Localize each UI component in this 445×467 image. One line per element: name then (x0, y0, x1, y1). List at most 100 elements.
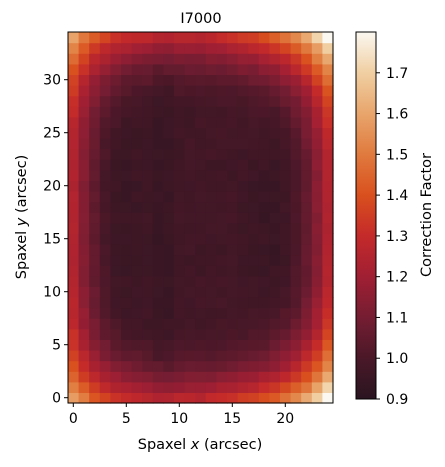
heatmap-cell (121, 392, 133, 404)
heatmap-cell (322, 74, 334, 86)
x-axis-label: Spaxel x (arcsec) (138, 437, 262, 453)
heatmap-cell (258, 106, 270, 118)
heatmap-cell (152, 201, 164, 213)
heatmap-cell (131, 180, 143, 192)
heatmap-cell (322, 381, 334, 393)
heatmap-cell (184, 74, 196, 86)
heatmap-cell (301, 286, 313, 298)
heatmap-cell (163, 233, 175, 245)
heatmap-cell (89, 222, 101, 234)
heatmap-cell (216, 95, 228, 107)
heatmap-cell (89, 244, 101, 256)
heatmap-cell (184, 222, 196, 234)
heatmap-cell (142, 339, 154, 351)
heatmap-cell (216, 42, 228, 54)
heatmap-cell (301, 180, 313, 192)
heatmap-cell (121, 63, 133, 75)
heatmap-cell (216, 159, 228, 171)
heatmap-cell (152, 244, 164, 256)
heatmap-cell (142, 265, 154, 277)
heatmap-cell (110, 328, 122, 340)
heatmap-cell (152, 350, 164, 362)
heatmap-cell (301, 381, 313, 393)
heatmap-cell (280, 392, 292, 404)
heatmap-cell (205, 318, 217, 330)
heatmap-cell (99, 328, 111, 340)
heatmap-cell (163, 275, 175, 287)
heatmap-cell (89, 307, 101, 319)
heatmap-cell (311, 350, 323, 362)
heatmap-cell (110, 116, 122, 128)
heatmap-cell (280, 212, 292, 224)
heatmap-cell (248, 159, 260, 171)
heatmap-cell (121, 254, 133, 266)
heatmap-cell (280, 265, 292, 277)
heatmap-cell (322, 244, 334, 256)
heatmap-cell (258, 53, 270, 65)
heatmap-cell (110, 159, 122, 171)
heatmap-cell (280, 371, 292, 383)
heatmap-cell (290, 275, 302, 287)
heatmap-cell (301, 339, 313, 351)
heatmap-cell (280, 381, 292, 393)
heatmap-cell (99, 381, 111, 393)
heatmap-cell (68, 265, 80, 277)
heatmap-cell (89, 191, 101, 203)
heatmap-cell (216, 360, 228, 372)
heatmap-cell (68, 328, 80, 340)
heatmap-cell (152, 371, 164, 383)
heatmap-cell (163, 350, 175, 362)
heatmap-cell (131, 392, 143, 404)
heatmap-cell (195, 212, 207, 224)
heatmap-cell (237, 371, 249, 383)
heatmap-cell (301, 307, 313, 319)
heatmap-cell (322, 191, 334, 203)
heatmap-cell (89, 339, 101, 351)
heatmap-cell (216, 116, 228, 128)
heatmap-cell (152, 148, 164, 160)
heatmap-cell (184, 339, 196, 351)
heatmap-cell (258, 371, 270, 383)
heatmap-cell (322, 138, 334, 150)
heatmap-cell (237, 318, 249, 330)
heatmap-cell (195, 138, 207, 150)
heatmap-cell (248, 360, 260, 372)
heatmap-cell (258, 95, 270, 107)
heatmap-cell (121, 85, 133, 97)
heatmap-cell (78, 138, 90, 150)
heatmap-cell (311, 318, 323, 330)
heatmap-cell (68, 350, 80, 362)
heatmap-cell (322, 201, 334, 213)
heatmap-cell (174, 381, 186, 393)
heatmap-cell (163, 297, 175, 309)
heatmap-cell (322, 95, 334, 107)
heatmap-cell (174, 85, 186, 97)
heatmap-cell (311, 265, 323, 277)
heatmap-cell (322, 42, 334, 54)
heatmap-cell (89, 381, 101, 393)
heatmap-cell (301, 318, 313, 330)
heatmap-cell (184, 350, 196, 362)
heatmap-cell (78, 127, 90, 139)
heatmap-cell (290, 138, 302, 150)
heatmap-cell (195, 297, 207, 309)
heatmap-cell (322, 350, 334, 362)
heatmap-cell (280, 275, 292, 287)
heatmap-cell (174, 201, 186, 213)
heatmap-cell (142, 328, 154, 340)
heatmap-cell (269, 191, 281, 203)
heatmap-cell (280, 360, 292, 372)
heatmap-cell (121, 169, 133, 181)
heatmap-cell (258, 191, 270, 203)
heatmap-cell (311, 222, 323, 234)
heatmap-cell (248, 254, 260, 266)
heatmap-cell (78, 169, 90, 181)
heatmap-cell (290, 191, 302, 203)
heatmap-cell (99, 212, 111, 224)
heatmap-cell (290, 350, 302, 362)
heatmap-cell (174, 254, 186, 266)
heatmap-cell (131, 212, 143, 224)
heatmap-cell (237, 392, 249, 404)
heatmap-cell (237, 307, 249, 319)
heatmap-cell (227, 169, 239, 181)
